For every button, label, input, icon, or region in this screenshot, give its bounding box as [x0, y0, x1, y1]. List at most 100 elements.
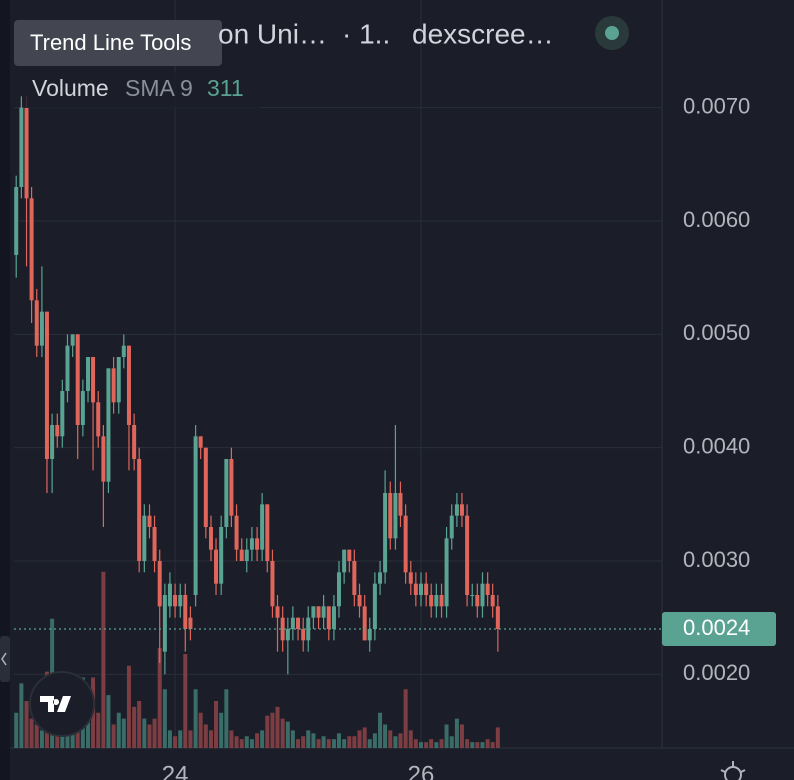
candle-body: [70, 334, 75, 346]
last-price-label: 0.0024: [683, 615, 750, 640]
candle-body: [393, 493, 398, 539]
candle-body: [34, 300, 39, 346]
candle-body: [65, 345, 70, 391]
volume-bar: [173, 736, 178, 748]
x-tick-label: 24: [162, 761, 189, 780]
candle-body: [137, 459, 142, 561]
axes: 0.0020 0.0030 0.0040 0.0050 0.0060 0.0070 24 26…: [14, 93, 776, 780]
candle-body: [193, 436, 198, 595]
volume-bar: [270, 712, 275, 748]
volume-bar: [137, 701, 142, 748]
candle-body: [96, 402, 101, 437]
volume-bar: [403, 689, 408, 748]
candle-body: [255, 538, 260, 550]
candle-body: [321, 606, 326, 618]
candle-body: [342, 549, 347, 573]
symbol: on Uni…: [218, 18, 327, 49]
volume-bar: [316, 739, 321, 748]
candle-body: [147, 515, 152, 527]
volume-bar: [280, 718, 285, 748]
volume-bar: [454, 718, 459, 748]
volume-bar: [214, 701, 219, 748]
volume-bar: [413, 739, 418, 748]
volume-bar: [126, 665, 131, 748]
settings-icon[interactable]: [720, 761, 746, 780]
candle-body: [418, 583, 423, 595]
volume-bar: [249, 739, 254, 748]
candle-body: [121, 345, 126, 357]
candle-body: [454, 504, 459, 516]
status-dot: [605, 26, 619, 40]
candle-body: [265, 504, 270, 561]
volume-bar: [142, 718, 147, 748]
volume-bar: [147, 724, 152, 748]
candle-body: [126, 345, 131, 425]
volume-bar: [388, 730, 393, 748]
candle-body: [101, 436, 106, 482]
interval: · 1..: [342, 18, 390, 49]
volume-bar: [101, 571, 106, 748]
volume-bar: [96, 712, 101, 748]
volume-bar: [367, 739, 372, 748]
volume-bar: [157, 648, 162, 748]
candle-body: [188, 617, 193, 629]
legend-bg: [24, 72, 260, 108]
volume-bar: [372, 733, 377, 748]
candle-body: [86, 357, 91, 391]
candle-body: [111, 368, 116, 403]
volume-bar: [285, 721, 290, 748]
volume-bar: [444, 724, 449, 748]
volume-bar: [301, 736, 306, 748]
candle-body: [465, 515, 470, 595]
candle-body: [362, 606, 367, 641]
volume-bar: [408, 730, 413, 748]
candle-body: [106, 368, 111, 482]
candle-body: [444, 538, 449, 607]
candle-body: [173, 595, 178, 607]
candle-body: [29, 198, 34, 301]
volume-bar: [393, 736, 398, 748]
candle-body: [275, 606, 280, 618]
volume-bar: [439, 739, 444, 748]
candle-body: [449, 515, 454, 539]
candle-body: [357, 595, 362, 607]
candle-body: [280, 617, 285, 641]
collapse-button[interactable]: [0, 636, 10, 682]
candle-body: [434, 595, 439, 607]
candle-body: [157, 561, 162, 607]
volume-bar: [290, 730, 295, 748]
volume-bar: [326, 739, 331, 748]
candle-body: [485, 583, 490, 595]
candle-body: [219, 527, 224, 584]
volume-bar: [244, 736, 249, 748]
candle-body: [249, 538, 254, 550]
candle-body: [480, 583, 485, 607]
tooltip-box: [14, 20, 222, 66]
volume-study: SMA 9: [125, 75, 193, 101]
candle-body: [408, 572, 413, 584]
candle-body: [403, 515, 408, 573]
candle-body: [60, 391, 65, 437]
volume-bar: [424, 742, 429, 748]
candle-body: [152, 527, 157, 561]
source: dexscree…: [412, 18, 554, 49]
volume-bar: [121, 718, 126, 748]
candle-body: [198, 436, 203, 448]
candle-body: [234, 515, 239, 550]
volume-bar: [378, 712, 383, 748]
volume-bar: [347, 736, 352, 748]
y-tick-label: 0.0050: [683, 320, 750, 345]
candle-body: [301, 629, 306, 641]
candle-body: [367, 629, 372, 641]
volume-bar: [449, 736, 454, 748]
volume-bar: [111, 724, 116, 748]
candle-body: [495, 606, 500, 629]
candle-body: [326, 606, 331, 629]
candle-body: [459, 504, 464, 516]
volume-bar: [490, 742, 495, 748]
y-tick-label: 0.0060: [683, 207, 750, 232]
volume-bar: [357, 730, 362, 748]
candle-body: [239, 549, 244, 561]
volume-bar: [362, 727, 367, 748]
